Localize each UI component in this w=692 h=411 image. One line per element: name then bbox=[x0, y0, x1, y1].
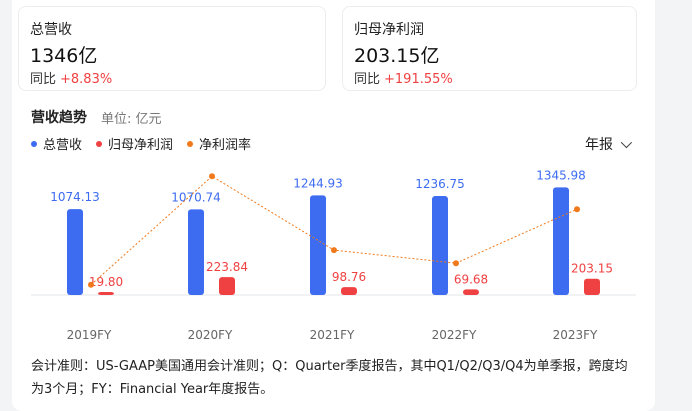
x-tick-label: 2021FY bbox=[310, 328, 355, 342]
net-margin-line bbox=[90, 175, 578, 286]
legend-label: 净利润率 bbox=[199, 138, 252, 153]
net-margin-point bbox=[453, 260, 459, 267]
unit-label: 单位: 亿元 bbox=[101, 112, 162, 127]
revenue-value-label: 1236.75 bbox=[415, 177, 465, 191]
profit-bar bbox=[219, 277, 235, 295]
chart-legend: 总营收 归母净利润 净利润率 bbox=[31, 134, 251, 153]
kpi-yoy-label: 同比 bbox=[30, 72, 57, 87]
x-tick-label: 2020FY bbox=[188, 328, 233, 342]
section-title: 营收趋势 bbox=[31, 110, 87, 126]
revenue-bar bbox=[67, 209, 83, 295]
legend-item-revenue[interactable]: 总营收 bbox=[31, 134, 82, 153]
kpi-card-net-profit: 归母净利润 203.15亿 同比 +191.55% bbox=[342, 6, 637, 91]
legend-item-net-profit[interactable]: 归母净利润 bbox=[96, 134, 173, 153]
profit-value-label: 223.84 bbox=[206, 260, 248, 274]
revenue-bar bbox=[432, 196, 448, 295]
revenue-value-label: 1070.74 bbox=[171, 190, 221, 204]
x-tick-label: 2019FY bbox=[67, 328, 112, 342]
revenue-bar bbox=[553, 187, 569, 295]
profit-bar bbox=[584, 278, 600, 295]
legend-dot bbox=[31, 140, 37, 147]
profit-value-label: 69.68 bbox=[454, 272, 488, 286]
legend-label: 归母净利润 bbox=[108, 138, 174, 153]
profit-bar bbox=[98, 292, 114, 295]
legend-label: 总营收 bbox=[43, 138, 83, 153]
kpi-yoy: 同比 +191.55% bbox=[354, 68, 453, 87]
x-tick-label: 2022FY bbox=[432, 328, 477, 342]
profit-value-label: 98.76 bbox=[332, 270, 366, 284]
revenue-bar bbox=[310, 195, 326, 295]
profit-value-label: 203.15 bbox=[571, 262, 613, 276]
kpi-value: 203.15亿 bbox=[354, 45, 440, 67]
net-margin-point bbox=[88, 281, 94, 288]
net-margin-point bbox=[331, 247, 337, 254]
revenue-bar bbox=[188, 209, 204, 295]
net-margin-point bbox=[209, 173, 215, 180]
kpi-card-revenue: 总营收 1346亿 同比 +8.83% bbox=[18, 6, 326, 91]
period-selector[interactable]: 年报 bbox=[585, 134, 633, 154]
kpi-value: 1346亿 bbox=[30, 45, 98, 67]
kpi-yoy-value: +191.55% bbox=[384, 72, 453, 87]
revenue-value-label: 1345.98 bbox=[536, 168, 586, 182]
kpi-title: 归母净利润 bbox=[354, 22, 424, 38]
revenue-chart: 1074.1319.802019FY1070.74223.842020FY124… bbox=[31, 168, 636, 342]
x-tick-label: 2023FY bbox=[553, 328, 598, 342]
profit-bar bbox=[463, 289, 479, 295]
legend-item-net-margin[interactable]: 净利润率 bbox=[187, 134, 251, 153]
period-label: 年报 bbox=[585, 137, 613, 153]
legend-dot bbox=[96, 140, 103, 147]
net-margin-point bbox=[574, 206, 580, 213]
kpi-title: 总营收 bbox=[30, 22, 72, 38]
profit-bar bbox=[341, 287, 357, 295]
kpi-yoy-label: 同比 bbox=[354, 72, 381, 87]
revenue-value-label: 1244.93 bbox=[293, 176, 343, 190]
kpi-yoy: 同比 +8.83% bbox=[30, 68, 112, 87]
revenue-value-label: 1074.13 bbox=[50, 190, 100, 204]
footnote: 会计准则：US-GAAP美国通用会计准则；Q：Quarter季度报告，其中Q1/… bbox=[31, 359, 628, 397]
legend-dot bbox=[187, 140, 194, 147]
kpi-yoy-value: +8.83% bbox=[60, 72, 113, 87]
